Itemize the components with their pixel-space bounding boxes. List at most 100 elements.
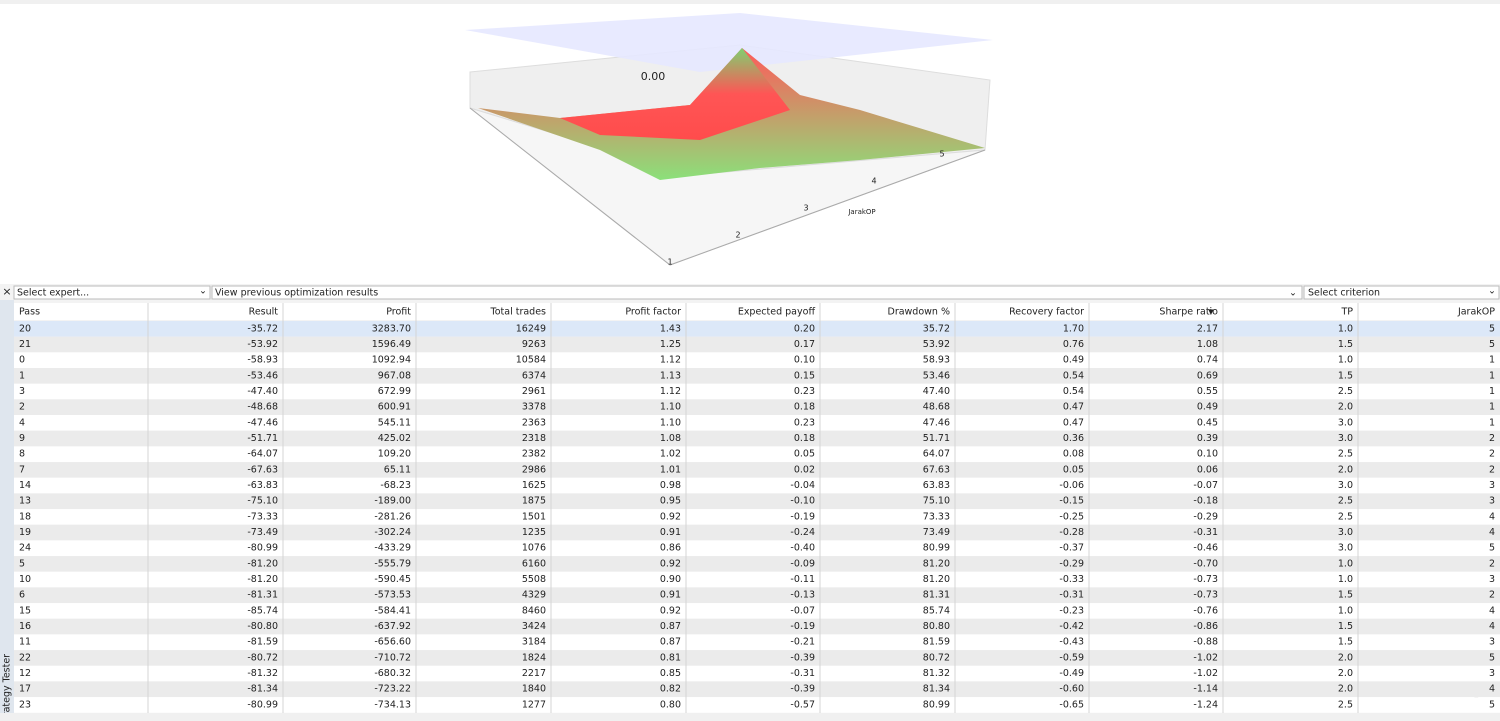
table-cell: 19 — [19, 527, 31, 538]
column-header: Sharpe ratio — [1159, 307, 1218, 318]
table-cell: 51.71 — [923, 433, 950, 444]
table-cell: 1.08 — [660, 433, 681, 444]
results-select[interactable] — [211, 285, 1303, 300]
table-cell: -189.00 — [374, 496, 411, 507]
table-cell: 3 — [1489, 637, 1495, 648]
close-button[interactable]: × — [2, 285, 11, 298]
table-cell: 4 — [1489, 511, 1495, 522]
table-row[interactable] — [14, 352, 1500, 369]
table-cell: 1 — [1489, 355, 1495, 366]
table-cell: 2 — [1489, 464, 1495, 475]
table-cell: 3.0 — [1338, 527, 1353, 538]
axis-tick: 2 — [735, 231, 740, 240]
table-cell: 20 — [19, 323, 31, 334]
table-row[interactable] — [14, 524, 1500, 541]
table-cell: 0.10 — [794, 355, 815, 366]
table-row[interactable] — [14, 540, 1500, 557]
table-cell: 4 — [19, 417, 25, 428]
table-cell: 1.0 — [1338, 558, 1353, 569]
expert-select[interactable] — [13, 285, 211, 300]
table-row[interactable] — [14, 697, 1500, 713]
table-cell: -0.28 — [1059, 527, 1084, 538]
table-cell: 0.92 — [660, 605, 681, 616]
table-row[interactable] — [14, 415, 1500, 431]
table-cell: -35.72 — [247, 323, 278, 334]
table-row[interactable] — [14, 587, 1500, 604]
table-cell: -1.14 — [1193, 684, 1218, 695]
table-cell: -68.23 — [380, 480, 411, 491]
table-row[interactable] — [14, 493, 1500, 510]
table-row[interactable] — [14, 430, 1500, 447]
table-cell: 0.10 — [1197, 449, 1218, 460]
table-cell: 1 — [1489, 386, 1495, 397]
table-row[interactable] — [14, 368, 1500, 384]
table-cell: -584.41 — [374, 605, 411, 616]
axis-tick: 4 — [871, 177, 876, 186]
table-cell: 2.0 — [1338, 464, 1353, 475]
table-cell: -67.63 — [247, 464, 278, 475]
criterion-select[interactable] — [1303, 285, 1500, 300]
table-cell: -0.39 — [790, 684, 815, 695]
table-row[interactable] — [14, 665, 1500, 682]
table-cell: 2363 — [522, 417, 546, 428]
table-cell: 64.07 — [923, 449, 950, 460]
table-cell: 1.5 — [1338, 370, 1353, 381]
table-cell: -81.34 — [247, 684, 278, 695]
table-cell: -0.40 — [790, 543, 815, 554]
table-row[interactable] — [14, 634, 1500, 651]
table-cell: -1.02 — [1193, 652, 1218, 663]
table-cell: 0.18 — [794, 433, 815, 444]
table-cell: 2 — [1489, 590, 1495, 601]
column-header: Pass — [19, 307, 40, 318]
bottom-tabs — [0, 713, 1500, 721]
table-row[interactable] — [14, 650, 1500, 666]
table-row[interactable] — [14, 556, 1500, 572]
table-row[interactable] — [14, 477, 1500, 494]
table-cell: -0.21 — [790, 637, 815, 648]
table-row[interactable] — [14, 571, 1500, 588]
table-cell: -0.10 — [790, 496, 815, 507]
table-row[interactable] — [14, 681, 1500, 698]
table-cell: -0.24 — [790, 527, 815, 538]
column-header: TP — [1340, 307, 1353, 318]
table-row[interactable] — [14, 383, 1500, 400]
table-cell: 3283.70 — [372, 323, 411, 334]
table-cell: 2.5 — [1338, 511, 1353, 522]
table-cell: 2.5 — [1338, 386, 1353, 397]
table-row[interactable] — [14, 321, 1500, 337]
column-header: Result — [249, 307, 279, 318]
table-cell: -573.53 — [374, 590, 411, 601]
table-cell: 1 — [1489, 402, 1495, 413]
table-row[interactable] — [14, 462, 1500, 478]
table-cell: 4 — [1489, 684, 1495, 695]
table-row[interactable] — [14, 618, 1500, 635]
table-cell: -80.99 — [247, 699, 278, 710]
table-cell: 53.46 — [923, 370, 950, 381]
table-cell: 4 — [1489, 527, 1495, 538]
table-cell: 2217 — [522, 668, 546, 679]
table-cell: 1.70 — [1063, 323, 1084, 334]
table-cell: 1.12 — [660, 355, 681, 366]
axis-line — [469, 107, 671, 266]
table-row[interactable] — [14, 603, 1500, 619]
table-row[interactable] — [14, 399, 1500, 416]
table-cell: 5 — [1489, 699, 1495, 710]
table-row[interactable] — [14, 446, 1500, 463]
table-cell: 0.54 — [1063, 370, 1084, 381]
table-cell: -0.19 — [790, 621, 815, 632]
table-cell: -0.42 — [1059, 621, 1084, 632]
table-cell: 2 — [19, 402, 25, 413]
table-cell: 1.5 — [1338, 339, 1353, 350]
table-cell: 3184 — [522, 637, 546, 648]
table-cell: 1.08 — [1197, 339, 1218, 350]
table-cell: 0.55 — [1197, 386, 1218, 397]
table-cell: 0.91 — [660, 527, 681, 538]
table-cell: 0.86 — [660, 543, 681, 554]
table-cell: -0.59 — [1059, 652, 1084, 663]
table-row[interactable] — [14, 509, 1500, 525]
table-cell: 11 — [19, 637, 31, 648]
table-row[interactable] — [14, 336, 1500, 353]
table-cell: 73.33 — [923, 511, 950, 522]
table-cell: -0.07 — [790, 605, 815, 616]
